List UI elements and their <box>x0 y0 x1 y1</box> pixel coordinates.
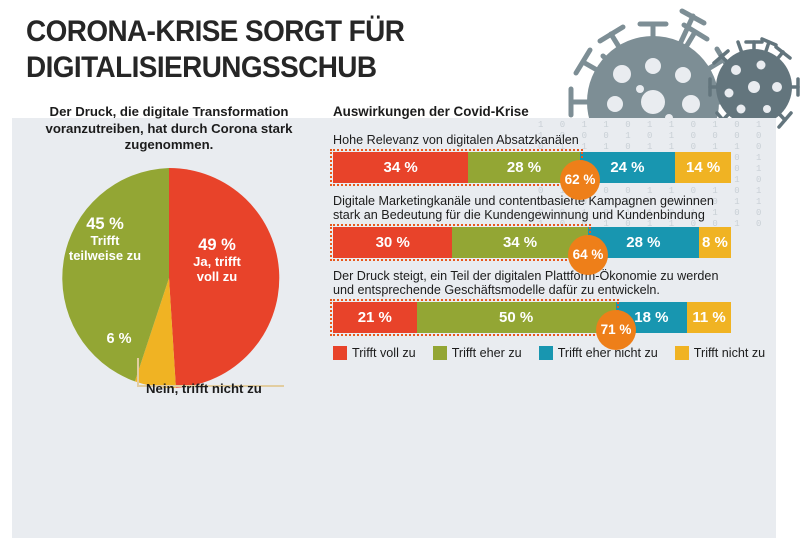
left-intro-text: Der Druck, die digitale Transformation v… <box>45 104 293 152</box>
legend-item-1: Trifft eher zu <box>432 345 522 360</box>
bar-block-1: Hohe Relevanz von digitalen Absatzkanäle… <box>330 133 788 200</box>
bar-caption-3: Der Druck steigt, ein Teil der digitalen… <box>333 269 788 298</box>
bar-caption-2-line2: stark an Bedeutung für die Kundengewinnu… <box>333 208 705 223</box>
bar-caption-1: Hohe Relevanz von digitalen Absatzkanäle… <box>333 133 788 148</box>
legend-label-2: Trifft eher nicht zu <box>557 345 658 360</box>
pie-slice-green <box>62 167 169 381</box>
bar-3-seg-green[interactable]: 50 % <box>416 301 616 333</box>
bar-1-seg-red[interactable]: 34 % <box>333 151 469 183</box>
right-column: Auswirkungen der Covid-Krise Hohe Releva… <box>330 104 788 360</box>
pie-slice-red <box>169 167 280 388</box>
bar-3-seg-red[interactable]: 21 % <box>333 301 417 333</box>
bar-1-sum-bubble: 62 % <box>560 159 600 200</box>
legend-label-0: Trifft voll zu <box>352 345 416 360</box>
legend-item-3: Trifft nicht zu <box>674 345 766 360</box>
bar-row-3: 21 % 50 % 18 % 11 % 71 % <box>330 298 731 350</box>
legend-swatch-yellow <box>674 345 689 360</box>
bar-block-3: Der Druck steigt, ein Teil der digitalen… <box>330 269 788 350</box>
bar-2-seg-red[interactable]: 30 % <box>333 226 453 258</box>
pie-callout-leader-line <box>137 357 284 387</box>
bar-3-seg-yellow[interactable]: 11 % <box>687 301 731 333</box>
bar-2-seg-green[interactable]: 34 % <box>452 226 588 258</box>
bar-block-2: Digitale Marketingkanäle und contentbasi… <box>330 194 788 275</box>
pie-chart: 49 % Ja, trifft voll zu 45 % Trifft teil… <box>14 160 324 410</box>
bar-caption-3-line2: und entsprechende Geschäftsmodelle dafür… <box>333 283 660 298</box>
headline-line-2: DIGITALISIERUNGSSCHUB <box>26 51 377 84</box>
bar-track-2: 30 % 34 % 28 % 8 % <box>333 226 731 258</box>
bar-caption-2: Digitale Marketingkanäle und contentbasi… <box>333 194 788 223</box>
legend-label-1: Trifft eher zu <box>451 345 522 360</box>
bar-2-seg-yellow[interactable]: 8 % <box>699 226 731 258</box>
page-title: CORONA-KRISE SORGT FÜR DIGITALISIERUNGSS… <box>26 14 463 86</box>
pie-chart-svg <box>62 167 280 388</box>
legend-item-2: Trifft eher nicht zu <box>538 345 658 360</box>
headline-line-1: CORONA-KRISE SORGT FÜR <box>26 15 405 48</box>
legend-swatch-teal <box>538 345 553 360</box>
bar-track-1: 34 % 28 % 24 % 14 % <box>333 151 731 183</box>
legend-swatch-red <box>333 345 347 360</box>
bar-caption-3-line1: Der Druck steigt, ein Teil der digitalen… <box>333 268 719 283</box>
legend-swatch-green <box>432 345 447 360</box>
bar-track-3: 21 % 50 % 18 % 11 % <box>333 301 731 333</box>
bar-row-1: 34 % 28 % 24 % 14 % 62 % <box>330 148 731 200</box>
bar-3-sum-bubble: 71 % <box>596 309 636 350</box>
bar-row-2: 30 % 34 % 28 % 8 % 64 % <box>330 223 731 275</box>
bar-2-sum-bubble: 64 % <box>568 234 608 275</box>
left-column: Der Druck, die digitale Transformation v… <box>14 104 324 410</box>
legend-item-0: Trifft voll zu <box>333 345 416 360</box>
bar-1-seg-yellow[interactable]: 14 % <box>675 151 731 183</box>
legend: Trifft voll zu Trifft eher zu Trifft ehe… <box>333 345 788 360</box>
bar-caption-2-line1: Digitale Marketingkanäle und contentbasi… <box>333 193 714 208</box>
bar-caption-1-line1: Hohe Relevanz von digitalen Absatzkanäle… <box>333 133 579 147</box>
right-section-title: Auswirkungen der Covid-Krise <box>333 104 529 119</box>
pie-slice-yellow <box>134 277 176 388</box>
legend-label-3: Trifft nicht zu <box>693 345 766 360</box>
pie-callout-label: Nein, trifft nicht zu <box>146 380 262 396</box>
